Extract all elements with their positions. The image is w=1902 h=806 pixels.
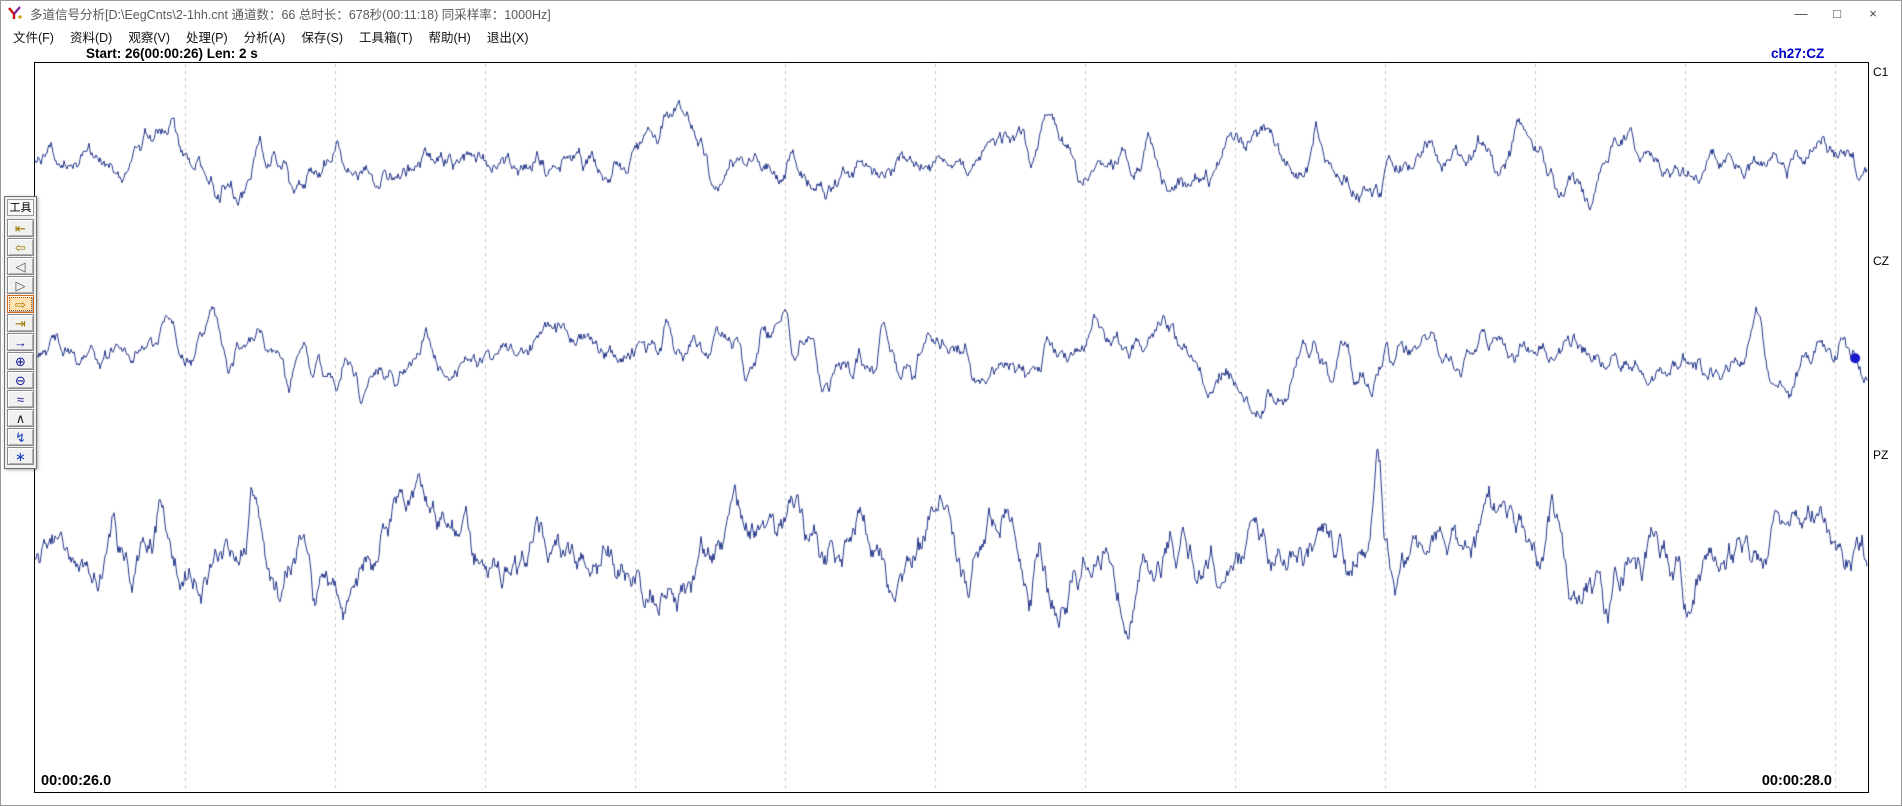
menu-item-data[interactable]: 资料(D) xyxy=(69,30,113,45)
minimize-button[interactable]: — xyxy=(1794,5,1808,21)
menu-item-process[interactable]: 处理(P) xyxy=(186,30,228,45)
step-forward-button[interactable]: ⇨ xyxy=(7,295,34,313)
menu-item-exit[interactable]: 退出(X) xyxy=(486,30,529,45)
titlebar: 多道信号分析[D:\EegCnts\2-1hh.cnt 通道数：66 总时长：6… xyxy=(1,1,1901,25)
marker-button[interactable]: ∗ xyxy=(7,447,34,465)
menubar: 文件(F) 资料(D) 观察(V) 处理(P) 分析(A) 保存(S) 工具箱(… xyxy=(1,25,1901,47)
menu-item-toolbox[interactable]: 工具箱(T) xyxy=(359,30,413,45)
menu-item-analyze[interactable]: 分析(A) xyxy=(243,30,286,45)
waveform-scale-button[interactable]: ≈ xyxy=(7,390,34,408)
zoom-out-button[interactable]: ⊖ xyxy=(7,371,34,389)
menu-item-file[interactable]: 文件(F) xyxy=(13,30,54,45)
eeg-plot-frame: 00:00:26.0 00:00:28.0 xyxy=(34,62,1869,793)
menu-item-save[interactable]: 保存(S) xyxy=(301,30,344,45)
step-back-button[interactable]: ⇦ xyxy=(7,238,34,256)
active-channel-label: ch27:CZ xyxy=(1771,46,1825,61)
tool-palette-title[interactable]: 工具 xyxy=(7,199,34,216)
go-start-button[interactable]: ⇤ xyxy=(7,219,34,237)
collapse-button[interactable]: ∧ xyxy=(7,409,34,427)
eeg-waveform-canvas[interactable] xyxy=(35,63,1868,792)
close-button[interactable]: × xyxy=(1869,5,1877,21)
time-left-label: 00:00:26.0 xyxy=(41,773,112,789)
window-title: 多道信号分析[D:\EegCnts\2-1hh.cnt 通道数：66 总时长：6… xyxy=(30,7,551,22)
jump-forward-button[interactable]: → xyxy=(7,333,34,351)
menu-item-view[interactable]: 观察(V) xyxy=(128,30,170,45)
play-back-button[interactable]: ◁ xyxy=(7,257,34,275)
window-controls: — □ × xyxy=(1783,1,1891,25)
channel-label-c1: C1 xyxy=(1873,65,1889,79)
go-end-button[interactable]: ⇥ xyxy=(7,314,34,332)
play-forward-button[interactable]: ▷ xyxy=(7,276,34,294)
time-right-label: 00:00:28.0 xyxy=(1761,773,1832,789)
tool-palette: 工具 ⇤ ⇦ ◁ ▷ ⇨ ⇥ → ⊕ ⊖ ≈ ∧ ↯ ∗ xyxy=(4,196,37,469)
lightning-button[interactable]: ↯ xyxy=(7,428,34,446)
zoom-in-button[interactable]: ⊕ xyxy=(7,352,34,370)
app-icon xyxy=(8,6,22,19)
plot-start-length-label: Start: 26(00:00:26) Len: 2 s xyxy=(86,46,258,61)
channel-label-pz: PZ xyxy=(1873,448,1889,462)
menu-item-help[interactable]: 帮助(H) xyxy=(428,30,471,45)
channel-label-cz: CZ xyxy=(1873,254,1889,268)
maximize-button[interactable]: □ xyxy=(1833,5,1841,21)
